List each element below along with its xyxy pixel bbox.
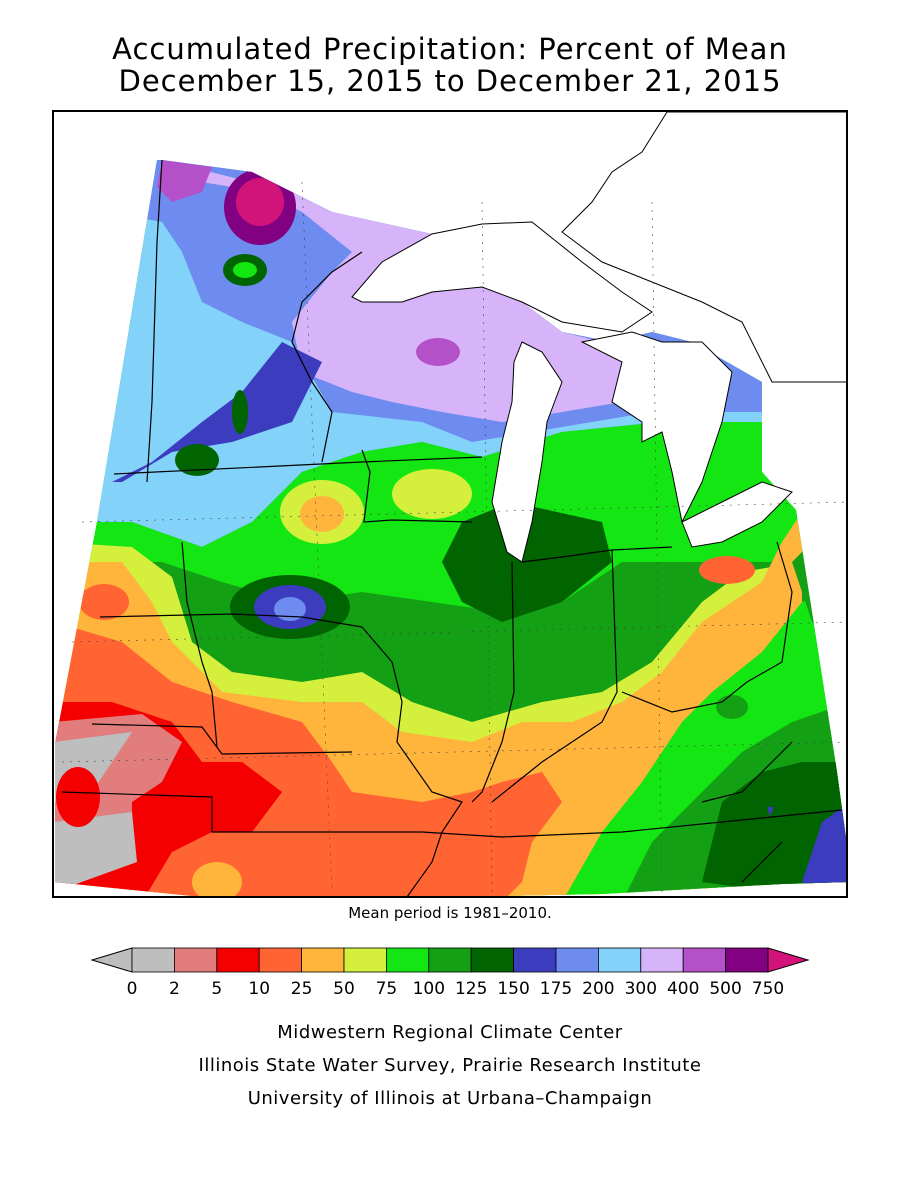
legend-tick-label: 175 [540, 979, 572, 999]
legend-tick-label: 2 [169, 979, 180, 999]
legend-swatch [173, 947, 218, 973]
legend-swatch [343, 947, 387, 973]
legend-tick-label: 400 [667, 979, 699, 999]
legend-swatch [131, 947, 175, 973]
legend-underflow-arrow [90, 947, 133, 973]
credit-line-1: Midwestern Regional Climate Center [277, 1022, 623, 1043]
lat-lon-grid [61, 181, 846, 896]
great-lakes [351, 112, 846, 563]
legend-swatch [640, 947, 684, 973]
state-borders [61, 159, 843, 896]
legend-swatch [682, 947, 727, 973]
legend-tick-label: 25 [291, 979, 313, 999]
legend-tick-label: 0 [127, 979, 138, 999]
legend-swatch [598, 947, 642, 973]
legend-swatch [428, 947, 472, 973]
credit-line-3: University of Illinois at Urbana–Champai… [247, 1088, 653, 1109]
legend-tick-label: 125 [455, 979, 487, 999]
legend-swatch [513, 947, 557, 973]
legend-swatch [385, 947, 430, 973]
legend-tick-label: 150 [497, 979, 529, 999]
mean-period-note: Mean period is 1981–2010. [348, 904, 552, 922]
legend-swatch [301, 947, 345, 973]
map-title-line1: Accumulated Precipitation: Percent of Me… [112, 32, 788, 66]
legend-swatch [725, 947, 769, 973]
legend-tick-label: 300 [625, 979, 657, 999]
legend-tick-label: 200 [582, 979, 614, 999]
legend-tick-label: 10 [248, 979, 270, 999]
credit-line-2: Illinois State Water Survey, Prairie Res… [198, 1055, 702, 1076]
legend-swatch [470, 947, 515, 973]
map-title-line2: December 15, 2015 to December 21, 2015 [118, 64, 782, 98]
legend-overflow-arrow [767, 947, 810, 973]
legend-tick-label: 75 [376, 979, 398, 999]
legend-swatch [258, 947, 303, 973]
legend-swatch [216, 947, 260, 973]
legend-tick-label: 50 [333, 979, 355, 999]
precipitation-map [55, 112, 846, 896]
legend-swatch [555, 947, 599, 973]
legend-tick-label: 100 [413, 979, 445, 999]
map-frame [52, 110, 848, 898]
legend-tick-label: 500 [709, 979, 741, 999]
color-legend: 0 2 5 10 25 50 75 100 125 150 175 200 300 400 500 750 [90, 947, 810, 999]
legend-tick-label: 5 [211, 979, 222, 999]
data-marker [767, 807, 774, 816]
legend-tick-label: 750 [752, 979, 784, 999]
